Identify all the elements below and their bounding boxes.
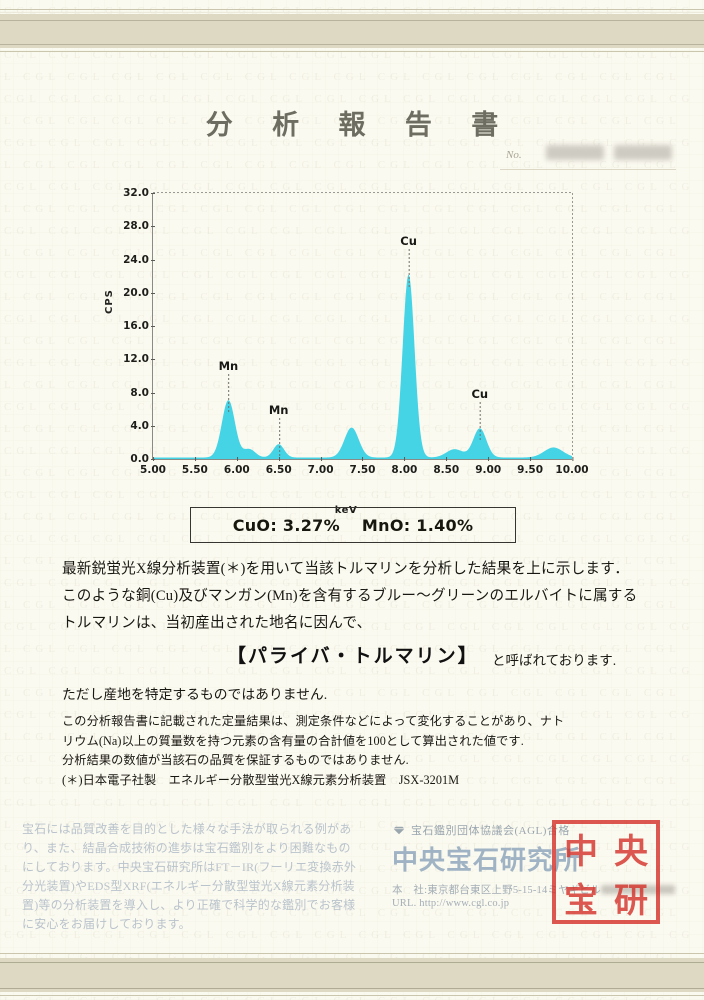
chart-x-tick: 5.00 [140,457,166,476]
report-number-label: No. [506,149,522,161]
agl-badge: 宝石鑑別団体協議会(AGL)合格 [392,822,682,838]
border-rule [0,9,704,10]
border-rule [0,44,704,45]
gem-icon [393,826,405,834]
main-paragraph: 最新鋭蛍光X線分析装置(＊)を用いて当該トルマリンを分析した結果を上に示します．… [62,561,638,631]
chart-y-tick: 4.0 [130,420,155,432]
report-number-redaction [546,145,604,160]
chart-y-tick: 32.0 [123,187,155,199]
cuo-value: CuO: 3.27% [232,515,340,535]
chart-x-tick: 10.00 [555,457,589,476]
seal-character: 宝 [564,881,598,921]
chart-y-tick: 12.0 [123,353,155,365]
agl-badge-text: 宝石鑑別団体協議会(AGL)合格 [411,825,570,837]
footer-company-statement: 宝石には品質改善を目的とした様々な手法が取られる例があり、また、結晶合成技術の進… [22,822,357,931]
company-name: 中央宝石研究所 [392,846,582,876]
peak-label-cu: Cu [400,234,417,289]
address-redaction [600,885,675,894]
footer-identity: 宝石鑑別団体協議会(AGL)合格 中央宝石研究所 本 社:東京都台東区上野5-1… [392,822,682,909]
fine-print-line: この分析報告書に記載された定量結果は、測定条件などによって変化することがあり、ナ… [62,714,565,728]
official-seal-stamp: 中央宝研 [552,820,660,924]
border-rule [0,51,704,52]
chart-x-tick: 8.50 [433,457,459,476]
fine-print-block: この分析報告書に記載された定量結果は、測定条件などによって変化することがあり、ナ… [62,712,642,790]
gem-name-suffix: と呼ばれております. [492,653,617,668]
chart-y-axis-label: CPS [104,289,115,314]
border-rule [0,995,704,996]
chart-plot-area: 0.0 4.0 8.0 12.0 16.0 20.0 24.0 28.0 32.0 5.00 5.5… [123,187,589,476]
gem-name: 【パライバ・トルマリン】 [227,646,479,667]
chart-y-tick: 24.0 [123,254,155,266]
chart-x-axis-label: keV [334,505,358,516]
chart-x-tick: 7.50 [350,457,375,476]
report-number-underline [500,169,676,170]
origin-disclaimer: ただし産地を特定するものではありません. [62,687,328,702]
border-rule [0,962,704,963]
bottom-border-band [0,958,704,992]
chart-x-tick: 9.50 [517,457,543,476]
chart-y-tick: 8.0 [130,387,155,399]
gem-name-row: 【パライバ・トルマリン】 と呼ばれております. [62,641,642,671]
chart-y-tick: 20.0 [123,287,155,299]
xrf-spectrum-chart: CPS 0.0 4.0 8.0 12.0 16.0 20.0 24.0 28.0 32.0 5.0… [104,186,589,516]
fine-print-line: 分析結果の数値が当該石の品質を保証するものではありません. [62,753,409,767]
border-rule [0,988,704,989]
report-number-redaction [614,145,672,160]
chart-y-tick: 28.0 [123,220,155,232]
chart-y-tick: 16.0 [123,320,155,332]
chart-x-tick: 7.00 [308,457,334,476]
peak-label-mn: Mn [219,359,238,414]
chart-x-tick: 6.00 [224,457,250,476]
chart-x-tick: 8.00 [391,457,417,476]
quantitative-result-box: CuO: 3.27% MnO: 1.40% [190,507,516,543]
top-border-band [0,14,704,48]
peak-label-cu: Cu [471,387,488,443]
border-rule [0,953,704,954]
fine-print-line: リウム(Na)以上の質量数を持つ元素の含有量の合計値を100として算出された値で… [62,733,524,748]
report-number-field[interactable]: No. [500,140,676,170]
fine-print-line: (＊)日本電子社製 エネルギー分散型蛍光X線元素分析装置 JSX-3201M [62,772,460,787]
seal-character: 央 [614,832,648,872]
chart-x-tick: 5.50 [182,457,208,476]
peak-label-mn: Mn [269,403,289,458]
border-rule [0,20,704,21]
seal-character: 研 [614,881,648,921]
company-url: URL. http://www.cgl.co.jp [392,898,510,909]
company-address: 本 社:東京都台東区上野5-15-14ミヤギビル [392,883,682,898]
spectrum-curve [153,274,572,459]
page-title: 分 析 報 告 書 [205,110,514,141]
mno-value: MnO: 1.40% [361,515,474,535]
chart-x-tick: 6.50 [266,457,292,476]
company-address-text: 本 社:東京都台東区上野5-15-14ミヤギビル [392,885,601,896]
border-rule [0,12,704,13]
seal-character: 中 [564,832,598,872]
chart-x-tick: 9.00 [475,457,501,476]
